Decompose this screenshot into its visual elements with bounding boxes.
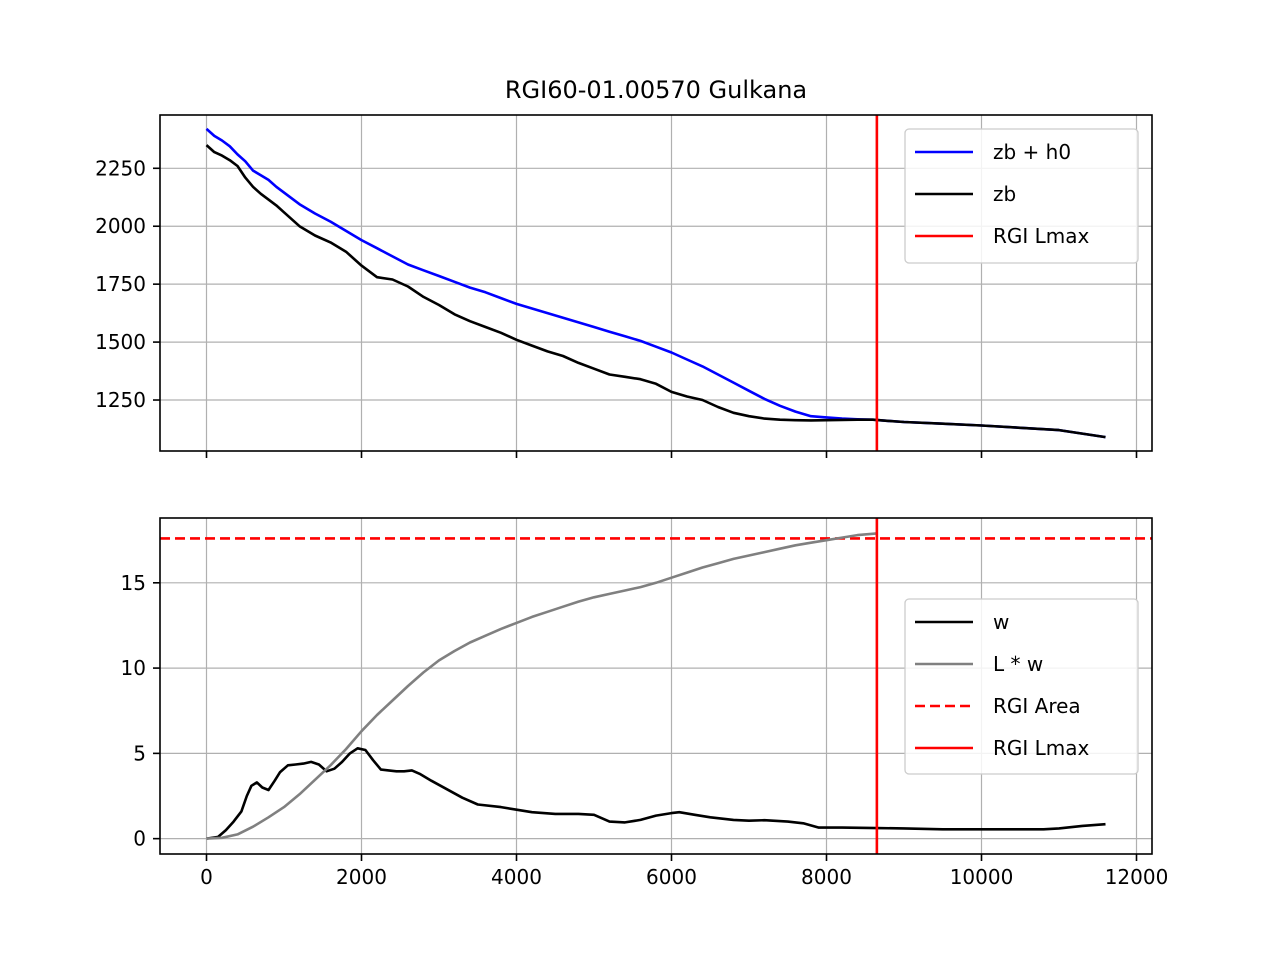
- bottom-panel: 0 2000 4000 6000 8000 10000 12000 0 5 10 15 w L * w R…: [121, 517, 1169, 889]
- y-tick-label: 2250: [95, 156, 146, 180]
- axes-frame: [159, 114, 1153, 452]
- x-tick-label: 8000: [801, 865, 852, 889]
- y-tick-label: 5: [133, 741, 146, 765]
- y-tick-label: 2000: [95, 214, 146, 238]
- y-tick-label: 10: [121, 656, 146, 680]
- legend-label: RGI Lmax: [993, 736, 1090, 760]
- series-line-w: [206, 746, 1106, 840]
- legend-label: RGI Area: [993, 694, 1081, 718]
- legend-box: [904, 128, 1139, 264]
- legend-label: RGI Lmax: [993, 224, 1090, 248]
- legend: w L * w RGI Area RGI Lmax: [904, 598, 1139, 775]
- x-tick-label: 12000: [1105, 865, 1169, 889]
- y-tick-label: 15: [121, 571, 146, 595]
- legend: zb + h0 zb RGI Lmax: [904, 128, 1139, 264]
- plot-area: [160, 518, 1152, 854]
- legend-label: zb + h0: [993, 140, 1071, 164]
- x-tick-label: 10000: [950, 865, 1014, 889]
- x-tick-label: 0: [200, 865, 213, 889]
- legend-label: zb: [993, 182, 1016, 206]
- series-line-zb: [205, 144, 1106, 439]
- legend-label: L * w: [993, 652, 1043, 676]
- plot-area: [205, 115, 1106, 451]
- y-tick-label: 1250: [95, 388, 146, 412]
- legend-label: w: [993, 610, 1009, 634]
- x-tick-label: 4000: [491, 865, 542, 889]
- series-line-l-w: [206, 532, 878, 840]
- x-tick-label: 2000: [336, 865, 387, 889]
- x-tick-label: 6000: [646, 865, 697, 889]
- axes-frame: [159, 517, 1153, 855]
- y-tick-label: 1500: [95, 330, 146, 354]
- legend-box: [904, 598, 1139, 775]
- chart-title: RGI60-01.00570 Gulkana: [505, 76, 807, 104]
- top-panel: 1250 1500 1750 2000 2250 zb + h0 zb RGI Lmax: [95, 114, 1153, 458]
- y-tick-label: 1750: [95, 272, 146, 296]
- y-tick-label: 0: [133, 827, 146, 851]
